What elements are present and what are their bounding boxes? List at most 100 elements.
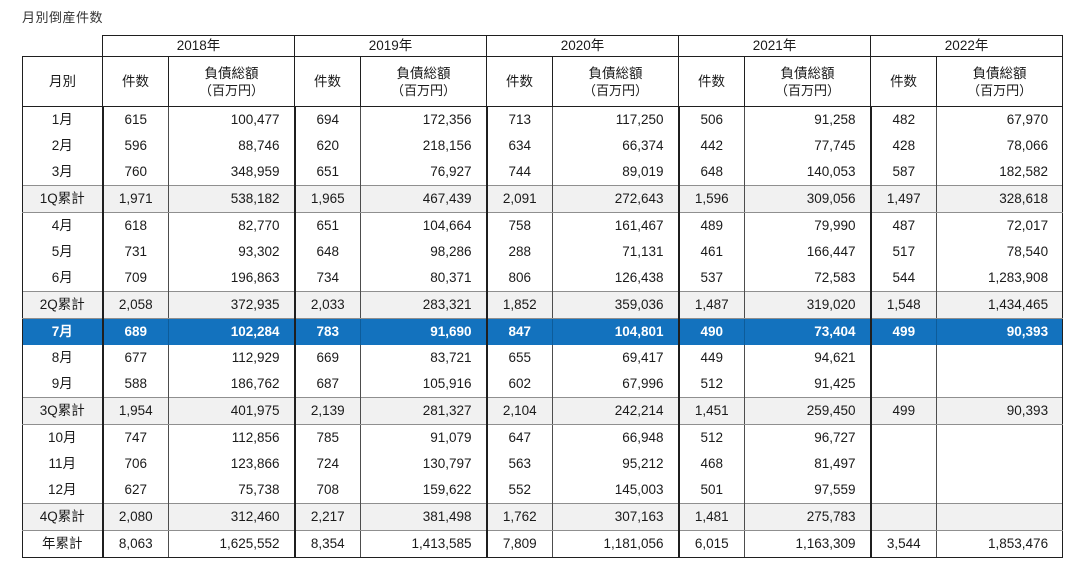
debt-cell: 272,643 xyxy=(552,185,679,213)
debt-cell: 283,321 xyxy=(360,291,487,319)
debt-cell: 71,131 xyxy=(552,239,679,265)
row-label: 6月 xyxy=(22,265,104,292)
count-cell: 1,481 xyxy=(677,503,745,531)
bankruptcy-table: 2018年 2019年 2020年 2021年 2022年 月別 件数 負債総額 （百万円） 件数… xyxy=(22,35,1064,558)
row-label: 3月 xyxy=(22,159,104,186)
debt-cell: 538,182 xyxy=(167,185,295,213)
count-cell: 1,548 xyxy=(869,291,937,319)
count-cell: 1,497 xyxy=(869,185,937,213)
count-cell: 490 xyxy=(677,318,745,345)
debt-cell: 1,625,552 xyxy=(167,530,295,558)
count-cell: 651 xyxy=(293,159,361,186)
count-cell xyxy=(869,477,937,504)
count-column-header: 件数 xyxy=(870,56,938,107)
count-cell: 785 xyxy=(293,424,361,451)
count-cell xyxy=(869,345,937,371)
count-cell: 694 xyxy=(293,106,361,133)
debt-cell: 98,286 xyxy=(360,239,487,265)
debt-cell: 67,970 xyxy=(936,106,1064,133)
table-row-12月: 12月 627 75,738 708 159,622 552 145,003 501 97,55… xyxy=(22,477,1064,504)
count-cell xyxy=(869,451,937,477)
count-cell: 847 xyxy=(485,318,553,345)
count-cell: 618 xyxy=(101,212,169,239)
row-label: 11月 xyxy=(22,451,104,477)
count-cell: 709 xyxy=(101,265,169,292)
debt-cell xyxy=(936,345,1064,371)
debt-cell: 91,079 xyxy=(360,424,487,451)
year-header: 2018年 xyxy=(101,35,296,57)
row-label: 1月 xyxy=(22,106,104,133)
debt-cell: 172,356 xyxy=(360,106,487,133)
table-row-年累計: 年累計 8,063 1,625,552 8,354 1,413,585 7,809 1,18… xyxy=(22,530,1064,558)
count-cell: 6,015 xyxy=(677,530,745,558)
debt-cell xyxy=(936,424,1064,451)
table-row-4月: 4月 618 82,770 651 104,664 758 161,467 489 79,990… xyxy=(22,212,1064,239)
row-label: 4月 xyxy=(22,212,104,239)
count-cell: 627 xyxy=(101,477,169,504)
table-body: 2018年 2019年 2020年 2021年 2022年 月別 件数 負債総額 （百万円） 件数… xyxy=(22,35,1064,558)
debt-cell: 66,948 xyxy=(552,424,679,451)
count-cell: 7,809 xyxy=(485,530,553,558)
debt-cell: 161,467 xyxy=(552,212,679,239)
debt-cell: 78,066 xyxy=(936,133,1064,159)
count-cell: 442 xyxy=(677,133,745,159)
debt-column-header: 負債総額 （百万円） xyxy=(167,56,296,107)
count-cell: 512 xyxy=(677,424,745,451)
count-cell: 596 xyxy=(101,133,169,159)
debt-cell: 467,439 xyxy=(360,185,487,213)
debt-cell: 91,258 xyxy=(744,106,871,133)
count-cell: 1,954 xyxy=(101,397,169,425)
month-column-header: 月別 xyxy=(22,56,103,107)
debt-header-line2: （百万円） xyxy=(967,82,1033,98)
debt-cell: 328,618 xyxy=(936,185,1064,213)
debt-cell xyxy=(936,371,1064,398)
year-header: 2020年 xyxy=(486,35,680,57)
debt-column-header: 負債総額 （百万円） xyxy=(936,56,1064,107)
debt-cell: 186,762 xyxy=(167,371,295,398)
count-cell: 2,104 xyxy=(485,397,553,425)
count-cell: 783 xyxy=(293,318,361,345)
row-label: 10月 xyxy=(22,424,104,451)
debt-cell: 83,721 xyxy=(360,345,487,371)
debt-cell: 72,583 xyxy=(744,265,871,292)
count-cell: 724 xyxy=(293,451,361,477)
count-cell: 1,762 xyxy=(485,503,553,531)
debt-cell: 96,727 xyxy=(744,424,871,451)
count-cell: 758 xyxy=(485,212,553,239)
table-row-2Q累計: 2Q累計 2,058 372,935 2,033 283,321 1,852 359,036… xyxy=(22,291,1064,319)
debt-cell: 218,156 xyxy=(360,133,487,159)
count-cell: 288 xyxy=(485,239,553,265)
count-cell: 544 xyxy=(869,265,937,292)
debt-cell: 312,460 xyxy=(167,503,295,531)
debt-cell xyxy=(936,503,1064,531)
debt-header-line2: （百万円） xyxy=(391,82,457,98)
count-cell: 655 xyxy=(485,345,553,371)
debt-cell: 401,975 xyxy=(167,397,295,425)
count-cell: 489 xyxy=(677,212,745,239)
row-label: 7月 xyxy=(22,318,104,345)
count-cell: 8,063 xyxy=(101,530,169,558)
year-header-row: 2018年 2019年 2020年 2021年 2022年 xyxy=(22,35,1064,57)
count-cell: 1,852 xyxy=(485,291,553,319)
debt-header-line2: （百万円） xyxy=(775,82,841,98)
debt-column-header: 負債総額 （百万円） xyxy=(744,56,872,107)
row-label: 9月 xyxy=(22,371,104,398)
count-cell: 517 xyxy=(869,239,937,265)
table-row-3月: 3月 760 348,959 651 76,927 744 89,019 648 140,053… xyxy=(22,159,1064,186)
row-label: 3Q累計 xyxy=(22,397,104,425)
debt-header-line1: 負債総額 xyxy=(396,65,451,81)
debt-cell: 104,664 xyxy=(360,212,487,239)
table-row-10月: 10月 747 112,856 785 91,079 647 66,948 512 96,727 xyxy=(22,424,1064,451)
debt-column-header: 負債総額 （百万円） xyxy=(552,56,680,107)
debt-cell: 117,250 xyxy=(552,106,679,133)
debt-column-header: 負債総額 （百万円） xyxy=(360,56,488,107)
count-cell: 713 xyxy=(485,106,553,133)
table-row-6月: 6月 709 196,863 734 80,371 806 126,438 537 72,583… xyxy=(22,265,1064,292)
count-cell: 499 xyxy=(869,397,937,425)
row-label: 12月 xyxy=(22,477,104,504)
count-cell: 563 xyxy=(485,451,553,477)
debt-cell: 140,053 xyxy=(744,159,871,186)
debt-cell: 75,738 xyxy=(167,477,295,504)
count-cell: 482 xyxy=(869,106,937,133)
